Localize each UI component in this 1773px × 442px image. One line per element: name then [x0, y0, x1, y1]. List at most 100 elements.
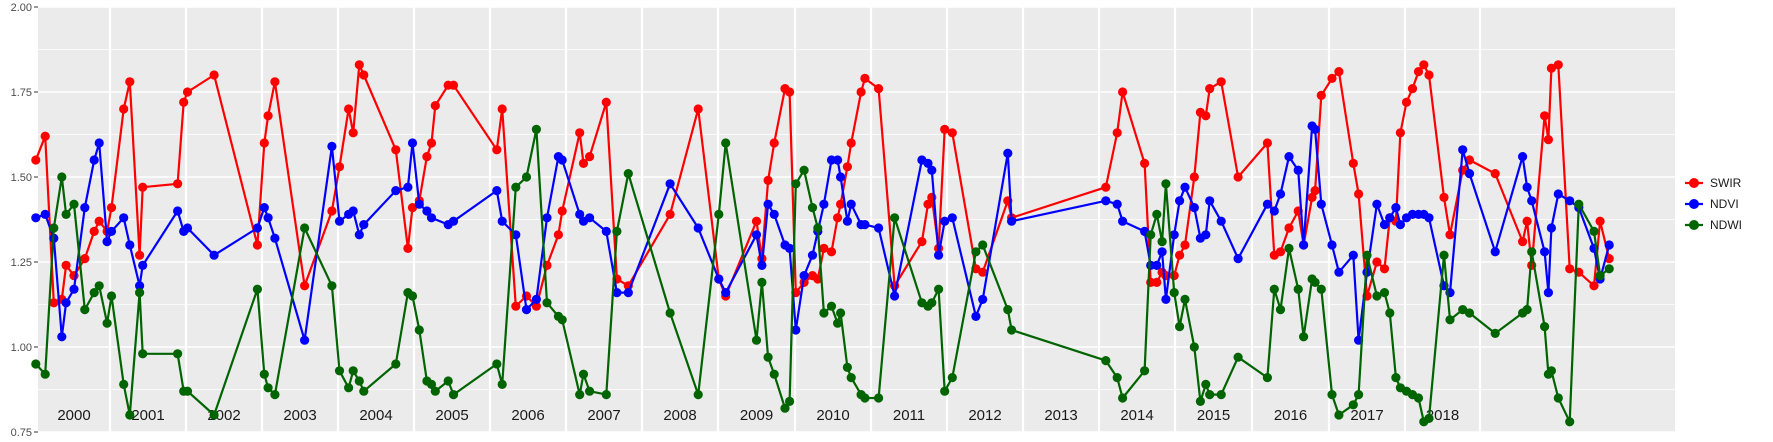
data-point-swir: [1439, 192, 1449, 202]
data-point-ndvi: [1522, 182, 1532, 192]
data-point-swir: [1233, 172, 1243, 182]
data-point-ndwi: [31, 359, 41, 369]
data-point-ndvi: [173, 206, 183, 216]
data-point-ndwi: [69, 199, 79, 209]
data-point-ndwi: [557, 315, 567, 325]
data-point-ndwi: [102, 318, 112, 328]
data-point-ndwi: [1195, 396, 1205, 406]
data-point-ndwi: [252, 284, 262, 294]
data-point-swir: [1540, 111, 1550, 121]
year-label: 2014: [1120, 407, 1153, 424]
data-point-swir: [252, 240, 262, 250]
data-point-ndwi: [80, 305, 90, 315]
data-point-ndvi: [327, 141, 337, 151]
series-ndwi: [31, 124, 1614, 427]
data-point-ndwi: [511, 182, 521, 192]
data-point-ndwi: [407, 291, 418, 301]
data-point-ndwi: [542, 298, 552, 308]
data-point-ndvi: [1175, 196, 1185, 206]
data-point-ndwi: [138, 349, 148, 359]
data-point-ndwi: [947, 373, 957, 383]
data-point-ndvi: [426, 213, 437, 223]
data-point-ndvi: [1327, 240, 1337, 250]
data-point-ndwi: [934, 284, 944, 294]
data-point-ndwi: [1146, 230, 1156, 240]
data-point-swir: [1348, 158, 1358, 168]
data-point-ndvi: [757, 260, 767, 270]
data-point-ndwi: [430, 386, 440, 396]
data-point-ndvi: [1334, 267, 1344, 277]
data-point-ndvi: [414, 199, 424, 209]
data-point-ndwi: [751, 335, 762, 345]
data-point-swir: [836, 199, 846, 209]
data-point-ndvi: [182, 223, 193, 233]
data-point-swir: [403, 243, 413, 253]
data-point-ndwi: [585, 386, 595, 396]
data-point-ndvi: [819, 199, 829, 209]
data-point-swir: [1595, 216, 1605, 226]
data-point-ndvi: [40, 209, 50, 219]
data-point-ndvi: [623, 288, 633, 298]
data-point-ndvi: [1161, 294, 1171, 304]
data-point-ndvi: [1395, 220, 1405, 230]
data-point-ndwi: [1464, 308, 1475, 318]
data-point-ndvi: [1007, 216, 1017, 226]
data-point-ndwi: [1180, 294, 1190, 304]
data-point-swir: [94, 216, 104, 226]
data-point-swir: [31, 155, 41, 165]
year-label: 2016: [1274, 407, 1307, 424]
data-point-ndwi: [1233, 352, 1243, 362]
data-point-swir: [1316, 90, 1326, 100]
legend-label: NDVI: [1710, 197, 1739, 211]
data-point-ndvi: [80, 203, 90, 213]
data-point-swir: [135, 250, 145, 260]
data-point-ndwi: [1439, 250, 1449, 260]
data-point-ndvi: [102, 237, 112, 247]
legend-key-point: [1689, 199, 1699, 209]
data-point-ndvi: [769, 209, 779, 219]
data-point-swir: [785, 87, 795, 97]
data-point-ndwi: [1553, 393, 1563, 403]
data-point-swir: [1372, 257, 1382, 267]
data-point-ndwi: [1299, 332, 1309, 342]
data-point-swir: [1112, 128, 1122, 138]
data-point-swir: [856, 87, 866, 97]
data-point-ndwi: [1316, 284, 1326, 294]
data-point-ndvi: [1299, 240, 1309, 250]
year-label: 2010: [816, 407, 849, 424]
data-point-ndwi: [1540, 322, 1550, 332]
data-point-swir: [601, 97, 611, 107]
data-point-ndwi: [1372, 291, 1382, 301]
legend-item-ndvi: NDVI: [1685, 197, 1739, 211]
data-point-swir: [334, 162, 345, 172]
data-point-ndwi: [693, 390, 703, 400]
data-point-ndwi: [1458, 305, 1468, 315]
data-point-ndvi: [1275, 189, 1286, 199]
data-point-ndvi: [833, 155, 843, 165]
data-point-swir: [1543, 135, 1553, 145]
data-point-swir: [1565, 264, 1575, 274]
data-point-swir: [1201, 111, 1211, 121]
data-point-ndwi: [1565, 417, 1575, 427]
data-point-ndwi: [1604, 264, 1614, 274]
data-point-ndwi: [354, 376, 364, 386]
data-point-ndwi: [1003, 305, 1013, 315]
data-point-swir: [80, 254, 90, 264]
data-point-ndwi: [106, 291, 117, 301]
data-point-ndwi: [1169, 288, 1179, 298]
data-point-ndwi: [780, 403, 790, 413]
data-point-swir: [1327, 73, 1337, 83]
data-point-ndwi: [1262, 373, 1272, 383]
data-point-ndvi: [714, 274, 724, 284]
data-point-ndvi: [1293, 165, 1303, 175]
y-axis: 0.75 1.00 1.25 1.50 1.75 2.00: [11, 2, 38, 439]
data-point-swir: [1216, 77, 1226, 87]
data-point-ndvi: [1233, 254, 1243, 264]
data-point-ndvi: [693, 223, 703, 233]
series-layer: [31, 60, 1614, 427]
data-point-swir: [89, 226, 99, 236]
data-point-ndwi: [826, 301, 837, 311]
data-point-swir: [585, 152, 595, 162]
data-point-ndwi: [259, 369, 269, 379]
